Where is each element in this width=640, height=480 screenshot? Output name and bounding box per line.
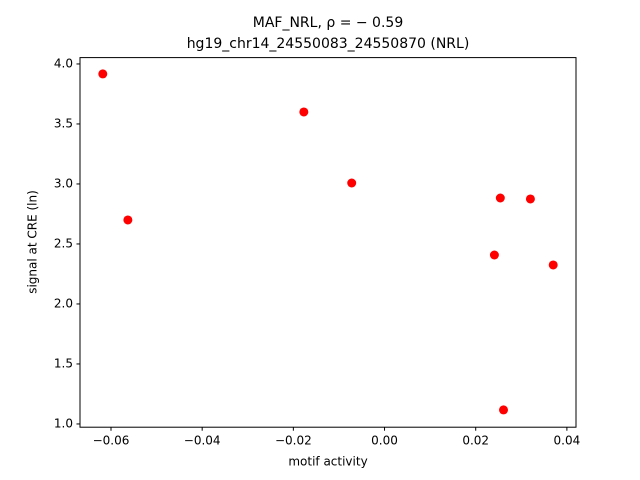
chart-subtitle: hg19_chr14_24550083_24550870 (NRL) [187, 36, 470, 52]
x-tick-label: 0.04 [554, 434, 581, 448]
y-tick-label: 1.0 [54, 416, 73, 430]
x-axis-label: motif activity [288, 455, 367, 469]
point [499, 405, 509, 415]
point [98, 69, 108, 79]
x-tick-label: 0.02 [462, 434, 489, 448]
x-tick-label: −0.04 [184, 434, 221, 448]
point [299, 107, 309, 117]
y-tick-label: 2.0 [54, 296, 73, 310]
x-tick-label: −0.02 [275, 434, 312, 448]
y-tick-label: 3.5 [54, 116, 73, 130]
point [489, 250, 499, 260]
plot-frame [79, 57, 577, 428]
x-tick-label: −0.06 [93, 434, 130, 448]
y-axis-label: signal at CRE (ln) [26, 190, 40, 294]
chart-title: MAF_NRL, ρ = − 0.59 [253, 15, 403, 31]
point [347, 178, 357, 188]
y-tick-label: 1.5 [54, 356, 73, 370]
point [123, 215, 133, 225]
y-tick-label: 4.0 [54, 56, 73, 70]
point [548, 260, 558, 270]
point [495, 193, 505, 203]
y-tick-label: 3.0 [54, 176, 73, 190]
x-tick-label: 0.00 [371, 434, 398, 448]
point [525, 194, 535, 204]
y-tick-label: 2.5 [54, 236, 73, 250]
